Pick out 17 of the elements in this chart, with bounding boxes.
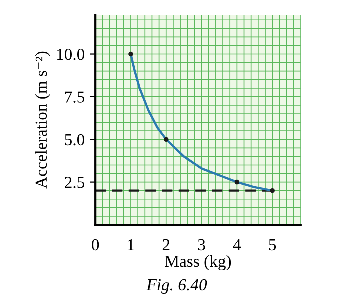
caption: Fig. 6.40: [146, 279, 208, 294]
x-tick-label: 1: [128, 239, 134, 250]
y-axis-title: Acceleration (m s⁻²): [35, 52, 50, 189]
y-tick-label: 7.5: [65, 92, 85, 103]
point: [270, 188, 275, 194]
x-tick-label: 3: [198, 239, 206, 251]
x-axis-title: Mass (kg): [165, 255, 232, 271]
x-tick-label: 0: [92, 239, 100, 251]
x-tick-label: 4: [233, 239, 242, 250]
y-tick-label: 2.5: [65, 177, 85, 188]
point: [128, 52, 134, 57]
x-tick-label: 2: [162, 239, 170, 250]
x-tick-label: 5: [269, 240, 276, 251]
y-tick-label: 10.0: [57, 48, 85, 60]
point: [234, 180, 240, 185]
y-tick-label: 5.0: [65, 134, 85, 146]
point: [164, 137, 169, 142]
